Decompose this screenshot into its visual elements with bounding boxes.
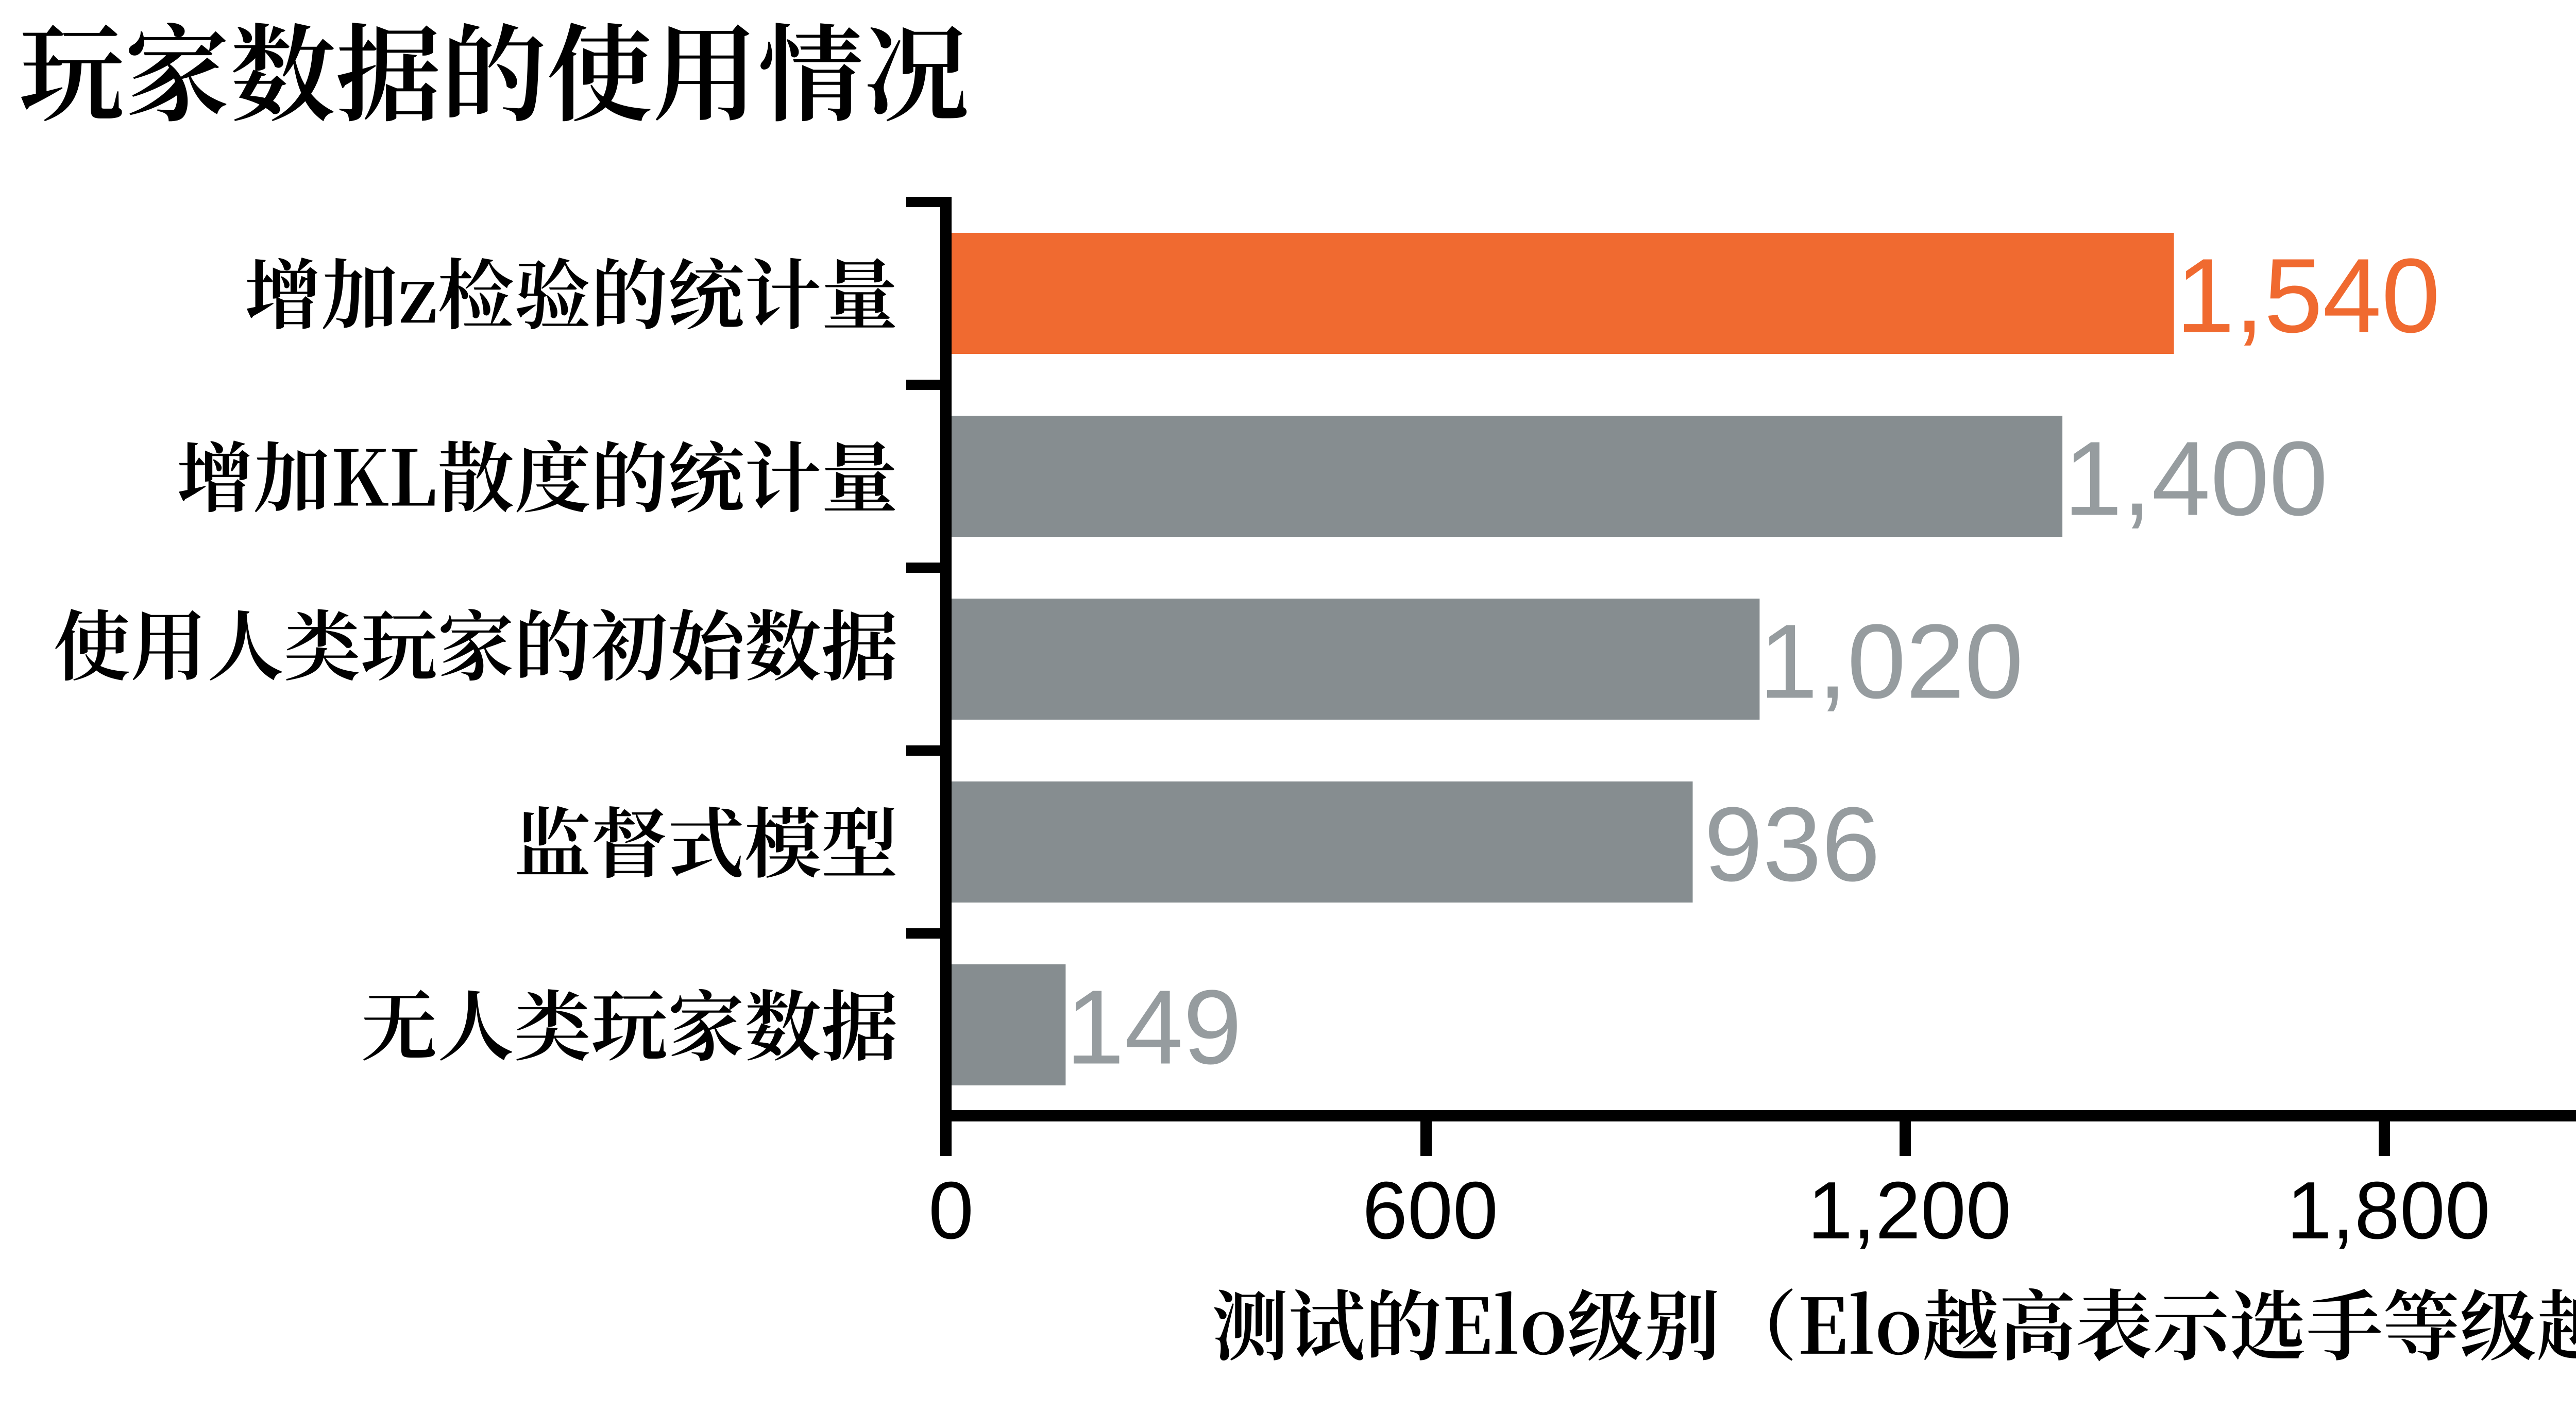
svg-text:936: 936 <box>1704 786 1880 904</box>
svg-text:1,400: 1,400 <box>2063 420 2328 538</box>
svg-text:1,540: 1,540 <box>2176 237 2440 355</box>
svg-text:1,020: 1,020 <box>1759 603 2023 721</box>
svg-text:0: 0 <box>928 1165 974 1256</box>
svg-text:1,800: 1,800 <box>2286 1165 2490 1256</box>
svg-text:600: 600 <box>1362 1165 1498 1256</box>
svg-text:149: 149 <box>1065 968 1242 1086</box>
svg-text:1,200: 1,200 <box>1807 1165 2011 1256</box>
